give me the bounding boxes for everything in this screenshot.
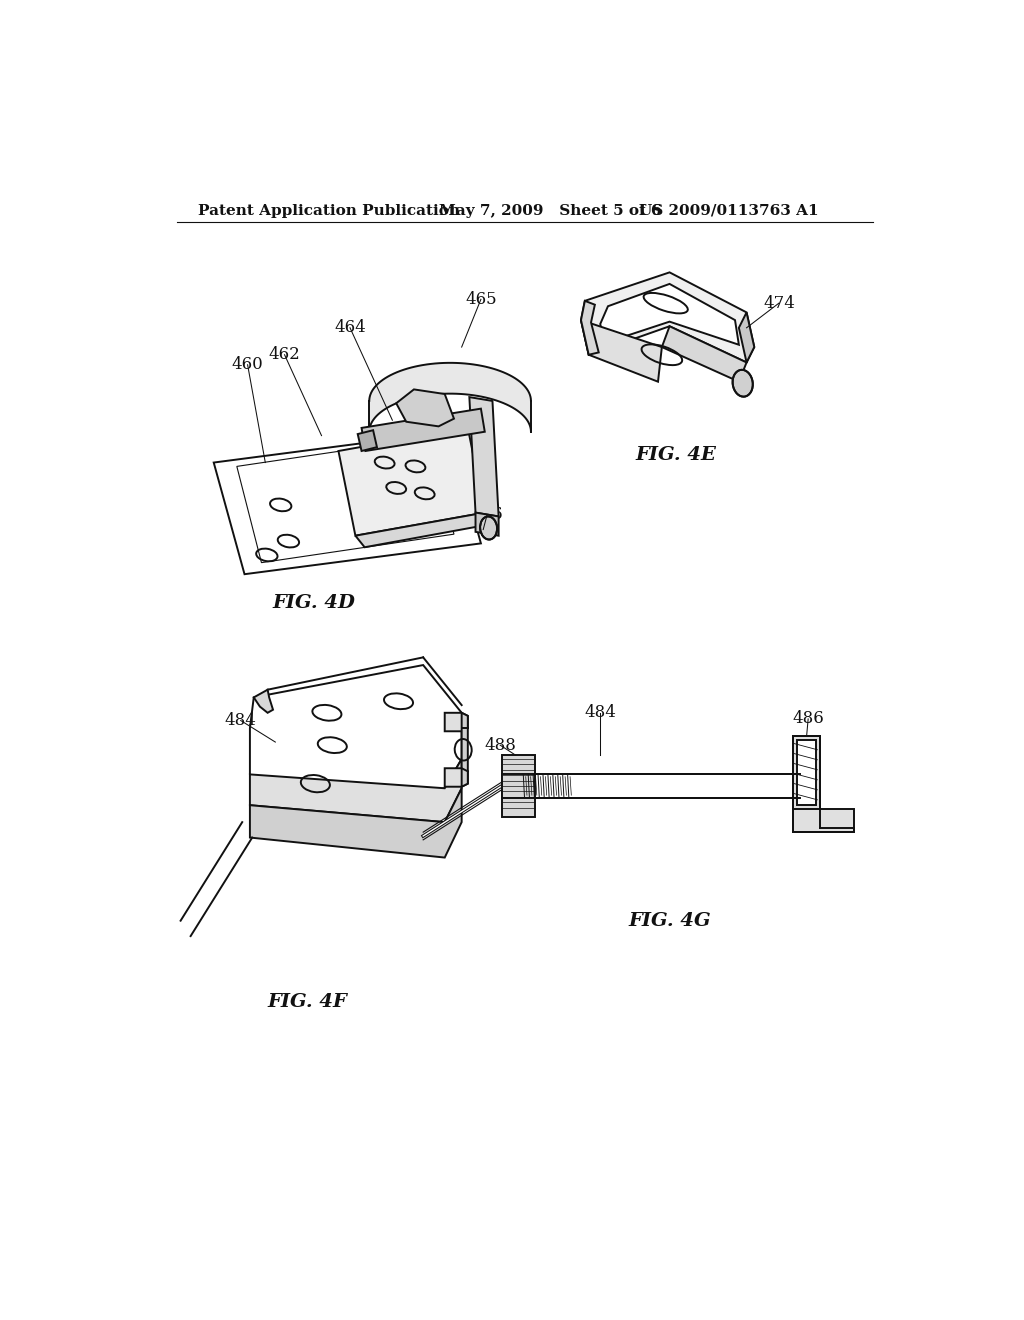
Text: 486: 486 [793, 710, 824, 727]
Polygon shape [475, 512, 499, 536]
Polygon shape [396, 389, 454, 426]
Text: 462: 462 [268, 346, 300, 363]
Polygon shape [581, 301, 599, 355]
Polygon shape [502, 755, 535, 817]
Text: FIG. 4G: FIG. 4G [629, 912, 711, 929]
Ellipse shape [732, 370, 753, 396]
Polygon shape [793, 737, 819, 829]
Text: 484: 484 [224, 711, 257, 729]
Polygon shape [797, 739, 816, 805]
Polygon shape [355, 512, 490, 548]
Text: 488: 488 [484, 737, 516, 754]
Polygon shape [662, 326, 746, 381]
Polygon shape [444, 768, 468, 787]
Polygon shape [237, 438, 454, 562]
Text: Patent Application Publication: Patent Application Publication [199, 203, 461, 218]
Polygon shape [462, 713, 468, 787]
Polygon shape [739, 313, 755, 363]
Polygon shape [444, 713, 468, 731]
Polygon shape [250, 759, 462, 822]
Polygon shape [361, 409, 484, 451]
Ellipse shape [480, 516, 497, 540]
Polygon shape [250, 788, 462, 858]
Text: 460: 460 [231, 356, 263, 374]
Polygon shape [600, 284, 739, 345]
Polygon shape [581, 321, 662, 381]
Polygon shape [793, 809, 854, 832]
Polygon shape [339, 428, 484, 536]
Text: May 7, 2009   Sheet 5 of 6: May 7, 2009 Sheet 5 of 6 [438, 203, 662, 218]
Polygon shape [214, 432, 481, 574]
Text: US 2009/0113763 A1: US 2009/0113763 A1 [639, 203, 818, 218]
Text: 484: 484 [585, 705, 616, 721]
Text: 464: 464 [334, 319, 366, 337]
Text: FIG. 4F: FIG. 4F [267, 993, 347, 1011]
Text: FIG. 4D: FIG. 4D [272, 594, 355, 612]
Text: FIG. 4E: FIG. 4E [635, 446, 716, 463]
Polygon shape [357, 430, 377, 451]
Text: 474: 474 [763, 294, 795, 312]
Polygon shape [370, 363, 531, 432]
Polygon shape [254, 689, 273, 713]
Text: 466: 466 [471, 507, 503, 524]
Polygon shape [250, 665, 462, 822]
Text: 465: 465 [465, 290, 497, 308]
Polygon shape [502, 775, 801, 797]
Polygon shape [581, 272, 755, 363]
Polygon shape [469, 397, 499, 516]
